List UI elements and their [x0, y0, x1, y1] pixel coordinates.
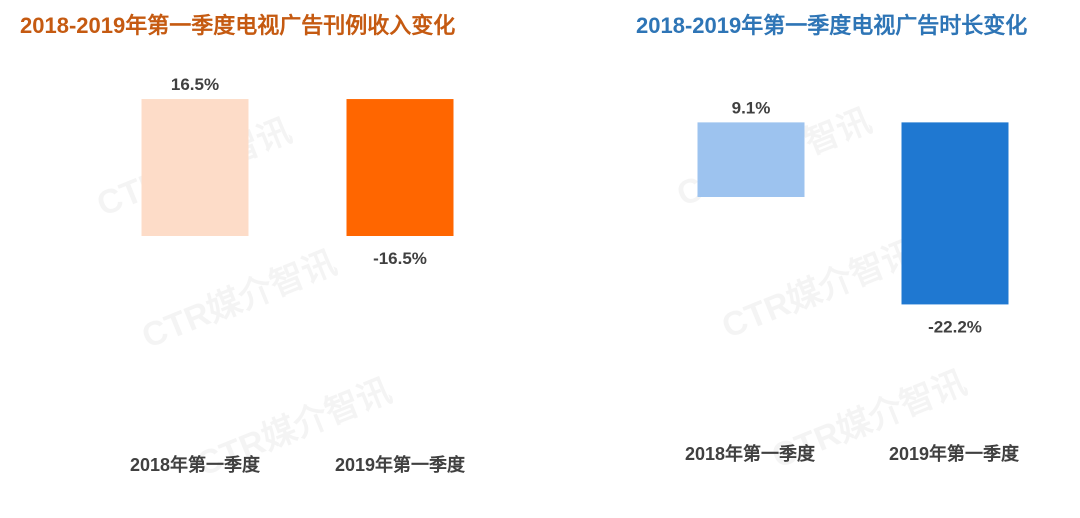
category-label: 2019年第一季度: [889, 443, 1020, 464]
chart-title: 2018-2019年第一季度电视广告时长变化: [636, 13, 1028, 38]
data-label: -16.5%: [373, 249, 427, 268]
revenue-change-chart: 2018-2019年第一季度电视广告刊例收入变化 CTR媒介智讯 CTR媒介智讯…: [20, 13, 466, 484]
category-label: 2018年第一季度: [130, 454, 261, 475]
bar-1: [141, 99, 249, 236]
data-label: 9.1%: [732, 98, 771, 117]
category-label: 2018年第一季度: [685, 443, 816, 464]
duration-change-chart: 2018-2019年第一季度电视广告时长变化 CTR媒介智讯 CTR媒介智讯 C…: [540, 0, 1080, 518]
data-label: -22.2%: [928, 317, 982, 336]
revenue-change-plot: 16.5% 2018年第一季度 -16.5% 2019年第一季度: [130, 75, 466, 475]
bar-2: [901, 122, 1009, 305]
bar-1: [697, 122, 805, 197]
duration-change-plot: 9.1% 2018年第一季度 -22.2% 2019年第一季度: [685, 98, 1020, 464]
data-label: 16.5%: [171, 75, 219, 94]
chart-title: 2018-2019年第一季度电视广告刊例收入变化: [20, 13, 456, 38]
category-label: 2019年第一季度: [335, 454, 466, 475]
bar-2: [346, 99, 454, 236]
